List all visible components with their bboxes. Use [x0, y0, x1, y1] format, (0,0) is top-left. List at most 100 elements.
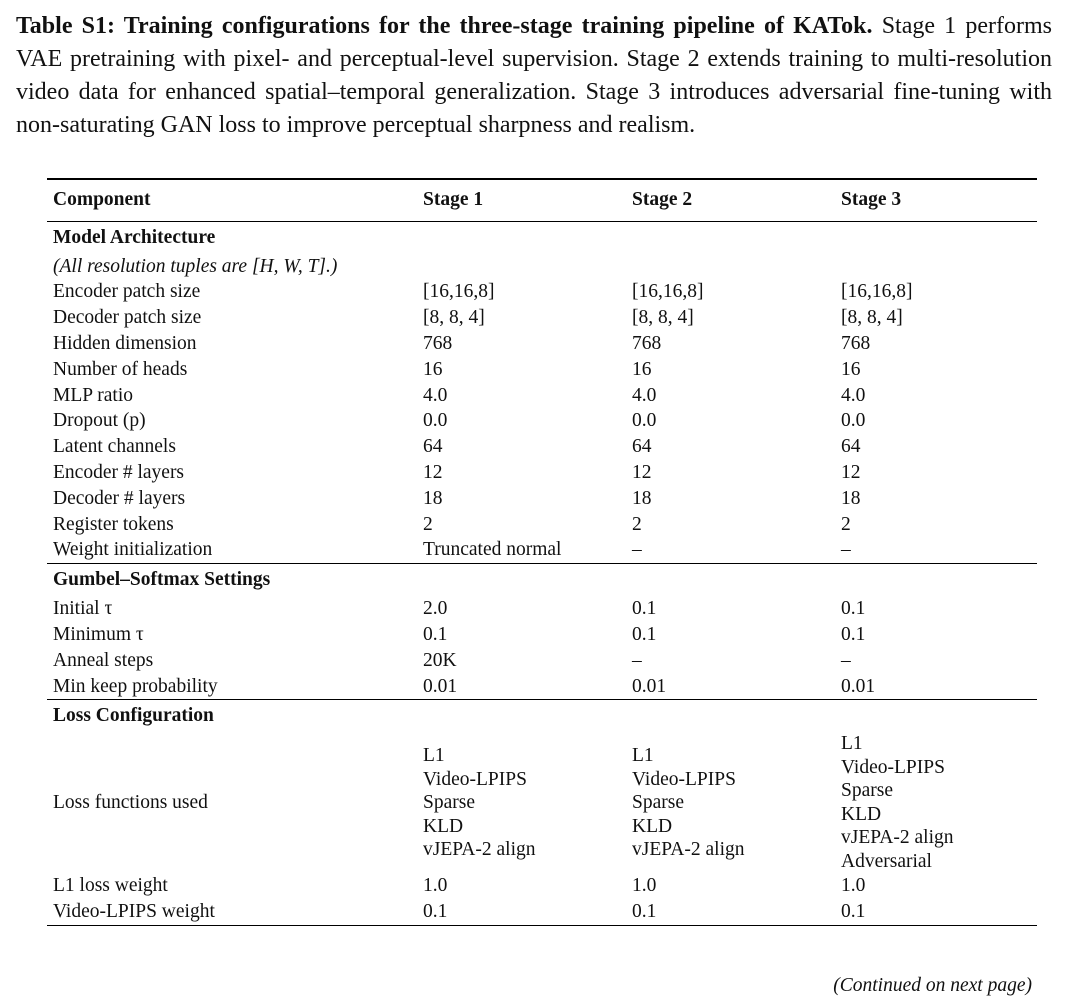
- table-row: MLP ratio 4.0 4.0 4.0: [47, 383, 1037, 409]
- config-table: Component Stage 1 Stage 2 Stage 3 Model Arc…: [47, 178, 1037, 926]
- table-row: Video-LPIPS weight 0.1 0.1 0.1: [47, 899, 1037, 925]
- row-label: Weight initialization: [53, 539, 213, 561]
- cell: 16: [423, 358, 443, 380]
- cell-line: KLD: [423, 815, 464, 837]
- cell: 0.1: [841, 901, 866, 923]
- row-label: Register tokens: [53, 513, 174, 535]
- cell: [8, 8, 4]: [632, 307, 694, 329]
- section: Model Architecture (All resolution tuples…: [47, 221, 1037, 564]
- cell-line: Sparse: [423, 792, 475, 814]
- cell: Truncated normal: [423, 539, 562, 561]
- row-label: Initial τ: [53, 598, 113, 620]
- cell: 2.0: [423, 598, 448, 620]
- column-header: Stage 3: [841, 189, 902, 211]
- cell-line: L1: [423, 745, 445, 767]
- cell: 1.0: [841, 875, 866, 897]
- caption-text: Stage 1 performs VAE pretraining with pi…: [16, 13, 1052, 138]
- cell: 768: [841, 332, 871, 354]
- cell: 18: [423, 487, 443, 509]
- row-label: L1 loss weight: [53, 875, 168, 897]
- row-label: Hidden dimension: [53, 332, 197, 354]
- cell: 4.0: [632, 384, 657, 406]
- cell: 0.1: [841, 598, 866, 620]
- section-title-row: Gumbel–Softmax Settings: [47, 564, 1037, 597]
- row-label: Anneal steps: [53, 649, 154, 671]
- cell: [16,16,8]: [423, 281, 495, 303]
- row-label: Video-LPIPS weight: [53, 901, 215, 923]
- cell: 0.1: [632, 598, 657, 620]
- section-title-row: Model Architecture: [47, 221, 1037, 254]
- column-header: Stage 2: [632, 189, 693, 211]
- cell: [8, 8, 4]: [841, 307, 903, 329]
- cell: 0.1: [423, 623, 448, 645]
- cell: 4.0: [841, 384, 866, 406]
- table-row: Latent channels 64 64 64: [47, 434, 1037, 460]
- table-row: Decoder # layers 18 18 18: [47, 486, 1037, 512]
- cell: 0.0: [632, 410, 657, 432]
- cell-line: KLD: [841, 803, 882, 825]
- row-label: Min keep probability: [53, 675, 218, 697]
- row-label: Minimum τ: [53, 623, 144, 645]
- cell: 12: [841, 461, 861, 483]
- cell: L1 Video-LPIPS Sparse KLD vJEPA-2 align Adver…: [835, 732, 1037, 873]
- row-label: Number of heads: [53, 358, 188, 380]
- row-label: Decoder patch size: [53, 307, 202, 329]
- column-header: Stage 1: [423, 189, 484, 211]
- cell: 12: [632, 461, 652, 483]
- cell-line: Video-LPIPS: [632, 768, 736, 790]
- row-label: Decoder # layers: [53, 487, 186, 509]
- row-label: Dropout (p): [53, 410, 146, 432]
- cell: [8, 8, 4]: [423, 307, 485, 329]
- note-row: (All resolution tuples are [H, W, T].): [47, 254, 1037, 280]
- cell: 0.1: [632, 901, 657, 923]
- section-title: Loss Configuration: [53, 705, 214, 727]
- row-label: Latent channels: [53, 436, 176, 458]
- cell: 64: [632, 436, 652, 458]
- cell: 2: [632, 513, 642, 535]
- cell: –: [841, 649, 851, 671]
- table-row: Weight initialization Truncated normal – –: [47, 537, 1037, 563]
- cell: 1.0: [632, 875, 657, 897]
- cell-line: Sparse: [632, 792, 684, 814]
- continued-note: (Continued on next page): [833, 975, 1032, 996]
- section-title-row: Loss Configuration: [47, 700, 1037, 733]
- cell: 16: [841, 358, 861, 380]
- section-title: Model Architecture: [53, 226, 216, 248]
- cell: 18: [841, 487, 861, 509]
- cell: 4.0: [423, 384, 448, 406]
- header-row: Component Stage 1 Stage 2 Stage 3: [47, 179, 1037, 221]
- cell-line: Sparse: [841, 780, 893, 802]
- table-row: Register tokens 2 2 2: [47, 512, 1037, 538]
- cell-line: Video-LPIPS: [841, 756, 945, 778]
- cell: L1 Video-LPIPS Sparse KLD vJEPA-2 align: [626, 732, 835, 873]
- table-row: Hidden dimension 768 768 768: [47, 331, 1037, 357]
- cell-line: Video-LPIPS: [423, 768, 527, 790]
- row-label: Encoder patch size: [53, 281, 201, 303]
- table-row: Loss functions used L1 Video-LPIPS Sparse KL…: [47, 732, 1037, 873]
- cell: 1.0: [423, 875, 448, 897]
- table-row: Anneal steps 20K – –: [47, 648, 1037, 674]
- row-label: Encoder # layers: [53, 461, 185, 483]
- cell-line: L1: [841, 733, 863, 755]
- table-row: Encoder patch size [16,16,8] [16,16,8] [16,…: [47, 280, 1037, 306]
- section: Loss Configuration Loss functions used L1 V…: [47, 700, 1037, 926]
- cell: 12: [423, 461, 443, 483]
- table-row: Min keep probability 0.01 0.01 0.01: [47, 674, 1037, 700]
- cell-line: vJEPA-2 align: [841, 827, 954, 849]
- cell: 0.0: [841, 410, 866, 432]
- table-row: Dropout (p) 0.0 0.0 0.0: [47, 408, 1037, 434]
- cell: 768: [423, 332, 453, 354]
- column-header: Component: [53, 189, 151, 211]
- cell-line: Adversarial: [841, 850, 932, 872]
- cell-line: KLD: [632, 815, 673, 837]
- cell: 768: [632, 332, 662, 354]
- cell: 20K: [423, 649, 457, 671]
- table-row: Encoder # layers 12 12 12: [47, 460, 1037, 486]
- section-title: Gumbel–Softmax Settings: [53, 569, 271, 591]
- cell: 64: [423, 436, 443, 458]
- cell: 0.01: [632, 675, 667, 697]
- cell: 2: [423, 513, 433, 535]
- table-row: Number of heads 16 16 16: [47, 357, 1037, 383]
- cell: 0.1: [423, 901, 448, 923]
